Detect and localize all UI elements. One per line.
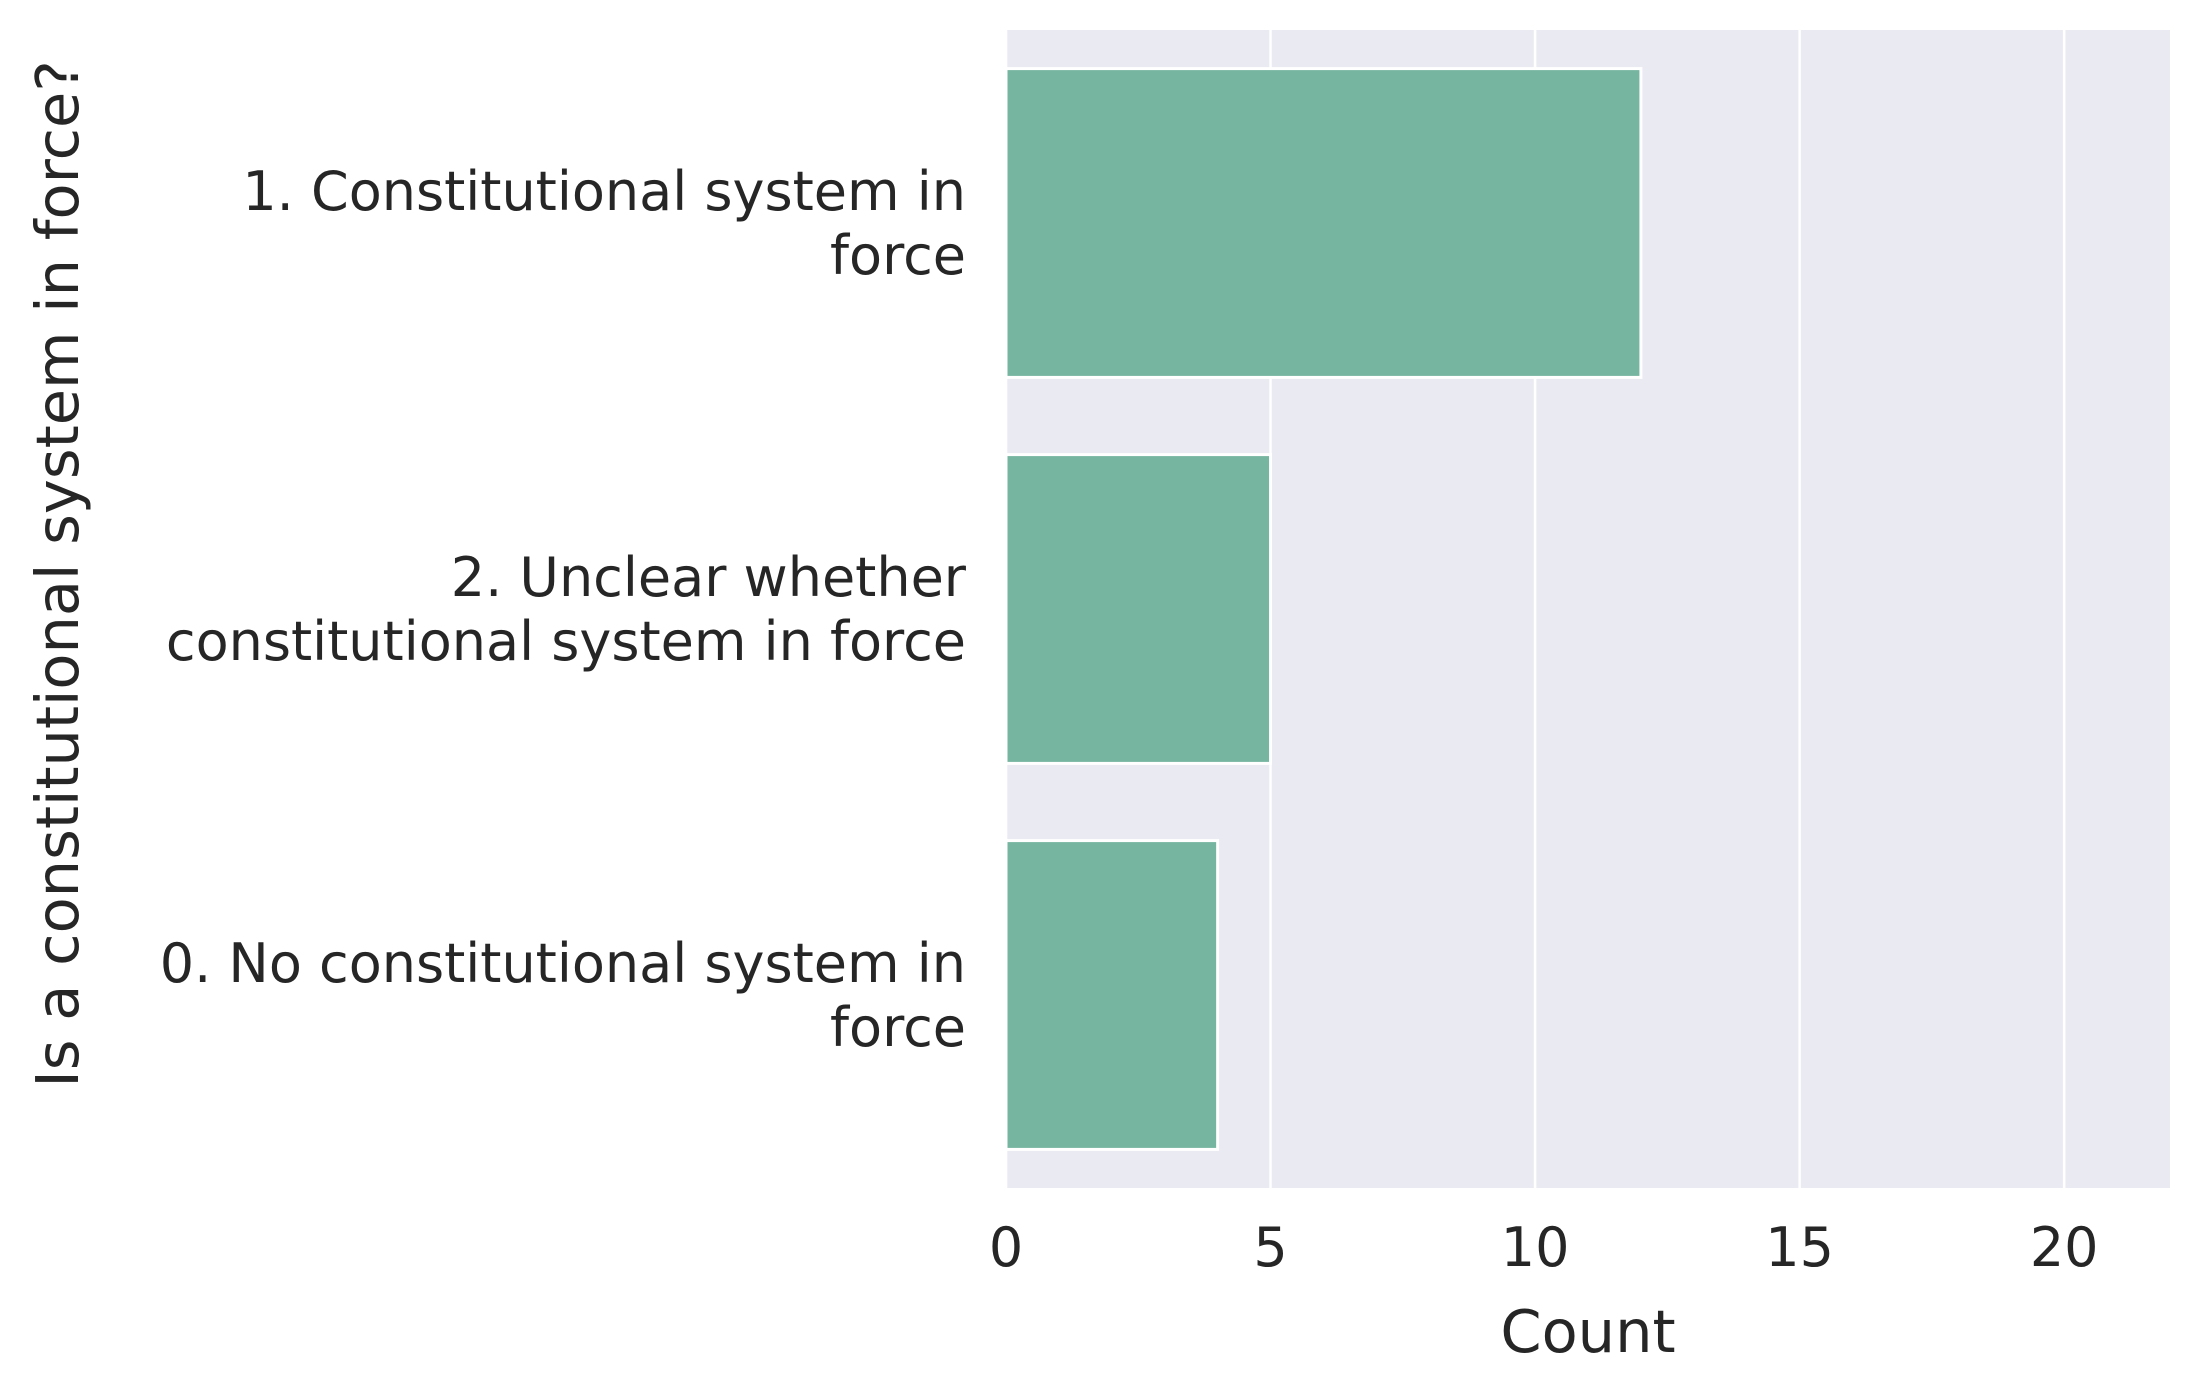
category-label: force — [830, 224, 966, 287]
x-tick-label: 5 — [1253, 1216, 1287, 1279]
bar-0 — [1004, 67, 1643, 379]
x-tick-label: 15 — [1765, 1216, 1834, 1279]
category-label: 1. Constitutional system in — [242, 160, 966, 223]
x-axis-title: Count — [1500, 1297, 1675, 1366]
x-tick-label: 20 — [2030, 1216, 2099, 1279]
x-tick-labels: 0 5 10 15 20 — [989, 1216, 2099, 1279]
y-axis-title: Is a constitutional system in force? — [23, 60, 92, 1087]
x-tick-label: 10 — [1501, 1216, 1570, 1279]
category-label: 2. Unclear whether — [451, 546, 967, 609]
category-label: force — [830, 996, 966, 1059]
bars — [1004, 67, 1643, 1151]
category-label: 0. No constitutional system in — [160, 932, 966, 995]
bar-2 — [1004, 839, 1220, 1151]
x-tick-label: 0 — [989, 1216, 1023, 1279]
category-label: constitutional system in force — [166, 610, 966, 673]
bar-1 — [1004, 453, 1273, 765]
